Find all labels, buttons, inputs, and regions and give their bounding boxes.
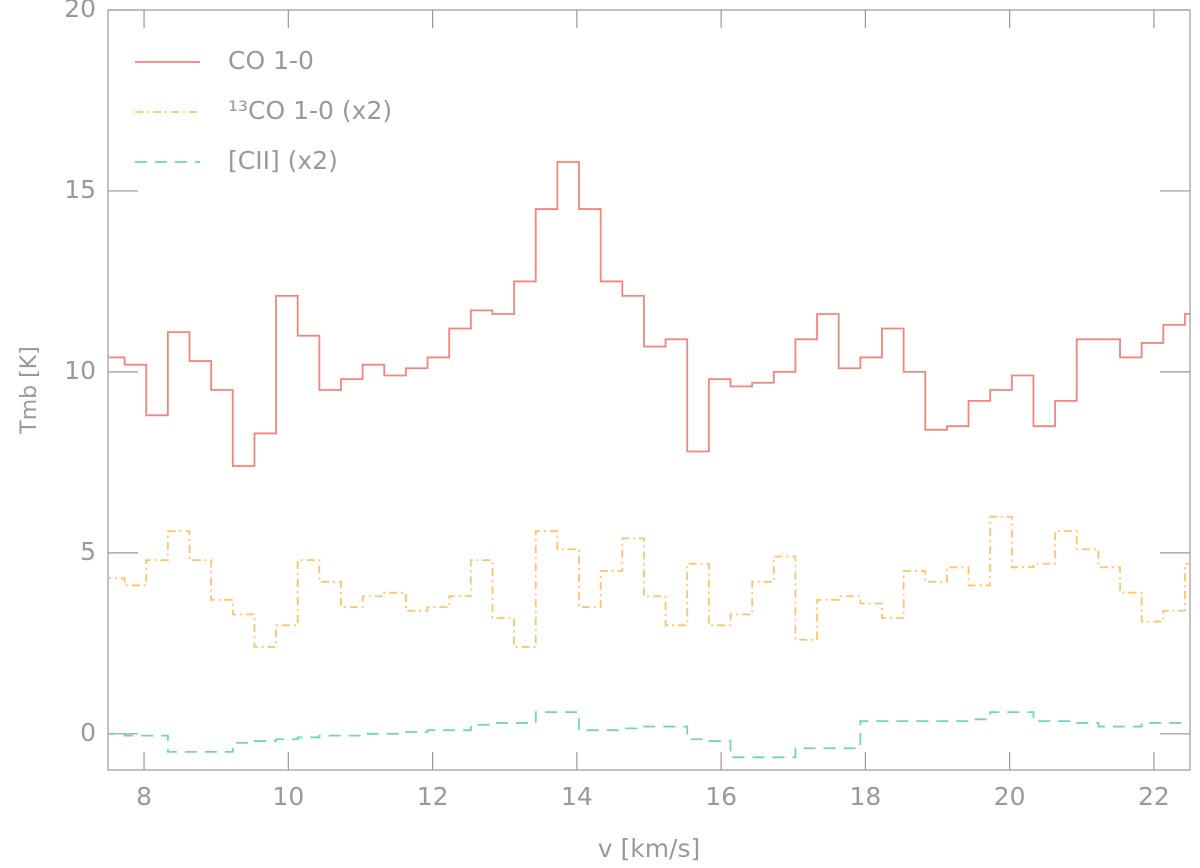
x-tick-label: 20	[994, 782, 1026, 811]
series-line	[108, 161, 1190, 467]
plot-area	[108, 161, 1190, 759]
y-tick-label: 5	[80, 537, 96, 566]
x-tick-label: 14	[561, 782, 593, 811]
x-tick-label: 22	[1138, 782, 1170, 811]
x-tick-label: 12	[417, 782, 449, 811]
series-line	[108, 515, 1190, 648]
legend-label: ¹³CO 1-0 (x2)	[228, 96, 392, 125]
x-tick-label: 8	[136, 782, 152, 811]
x-tick-label: 16	[705, 782, 737, 811]
x-axis-label: v [km/s]	[598, 834, 701, 863]
x-tick-label: 10	[272, 782, 304, 811]
y-tick-label: 0	[80, 718, 96, 747]
series-line	[108, 711, 1190, 759]
plot-frame	[107, 9, 1191, 771]
y-axis-label: Tmb [K]	[17, 346, 42, 434]
y-tick-label: 10	[64, 356, 96, 385]
y-tick-label: 20	[64, 0, 96, 23]
legend-label: [CII] (x2)	[228, 146, 338, 175]
x-tick-label: 18	[849, 782, 881, 811]
y-tick-label: 15	[64, 175, 96, 204]
legend-label: CO 1-0	[228, 46, 314, 75]
